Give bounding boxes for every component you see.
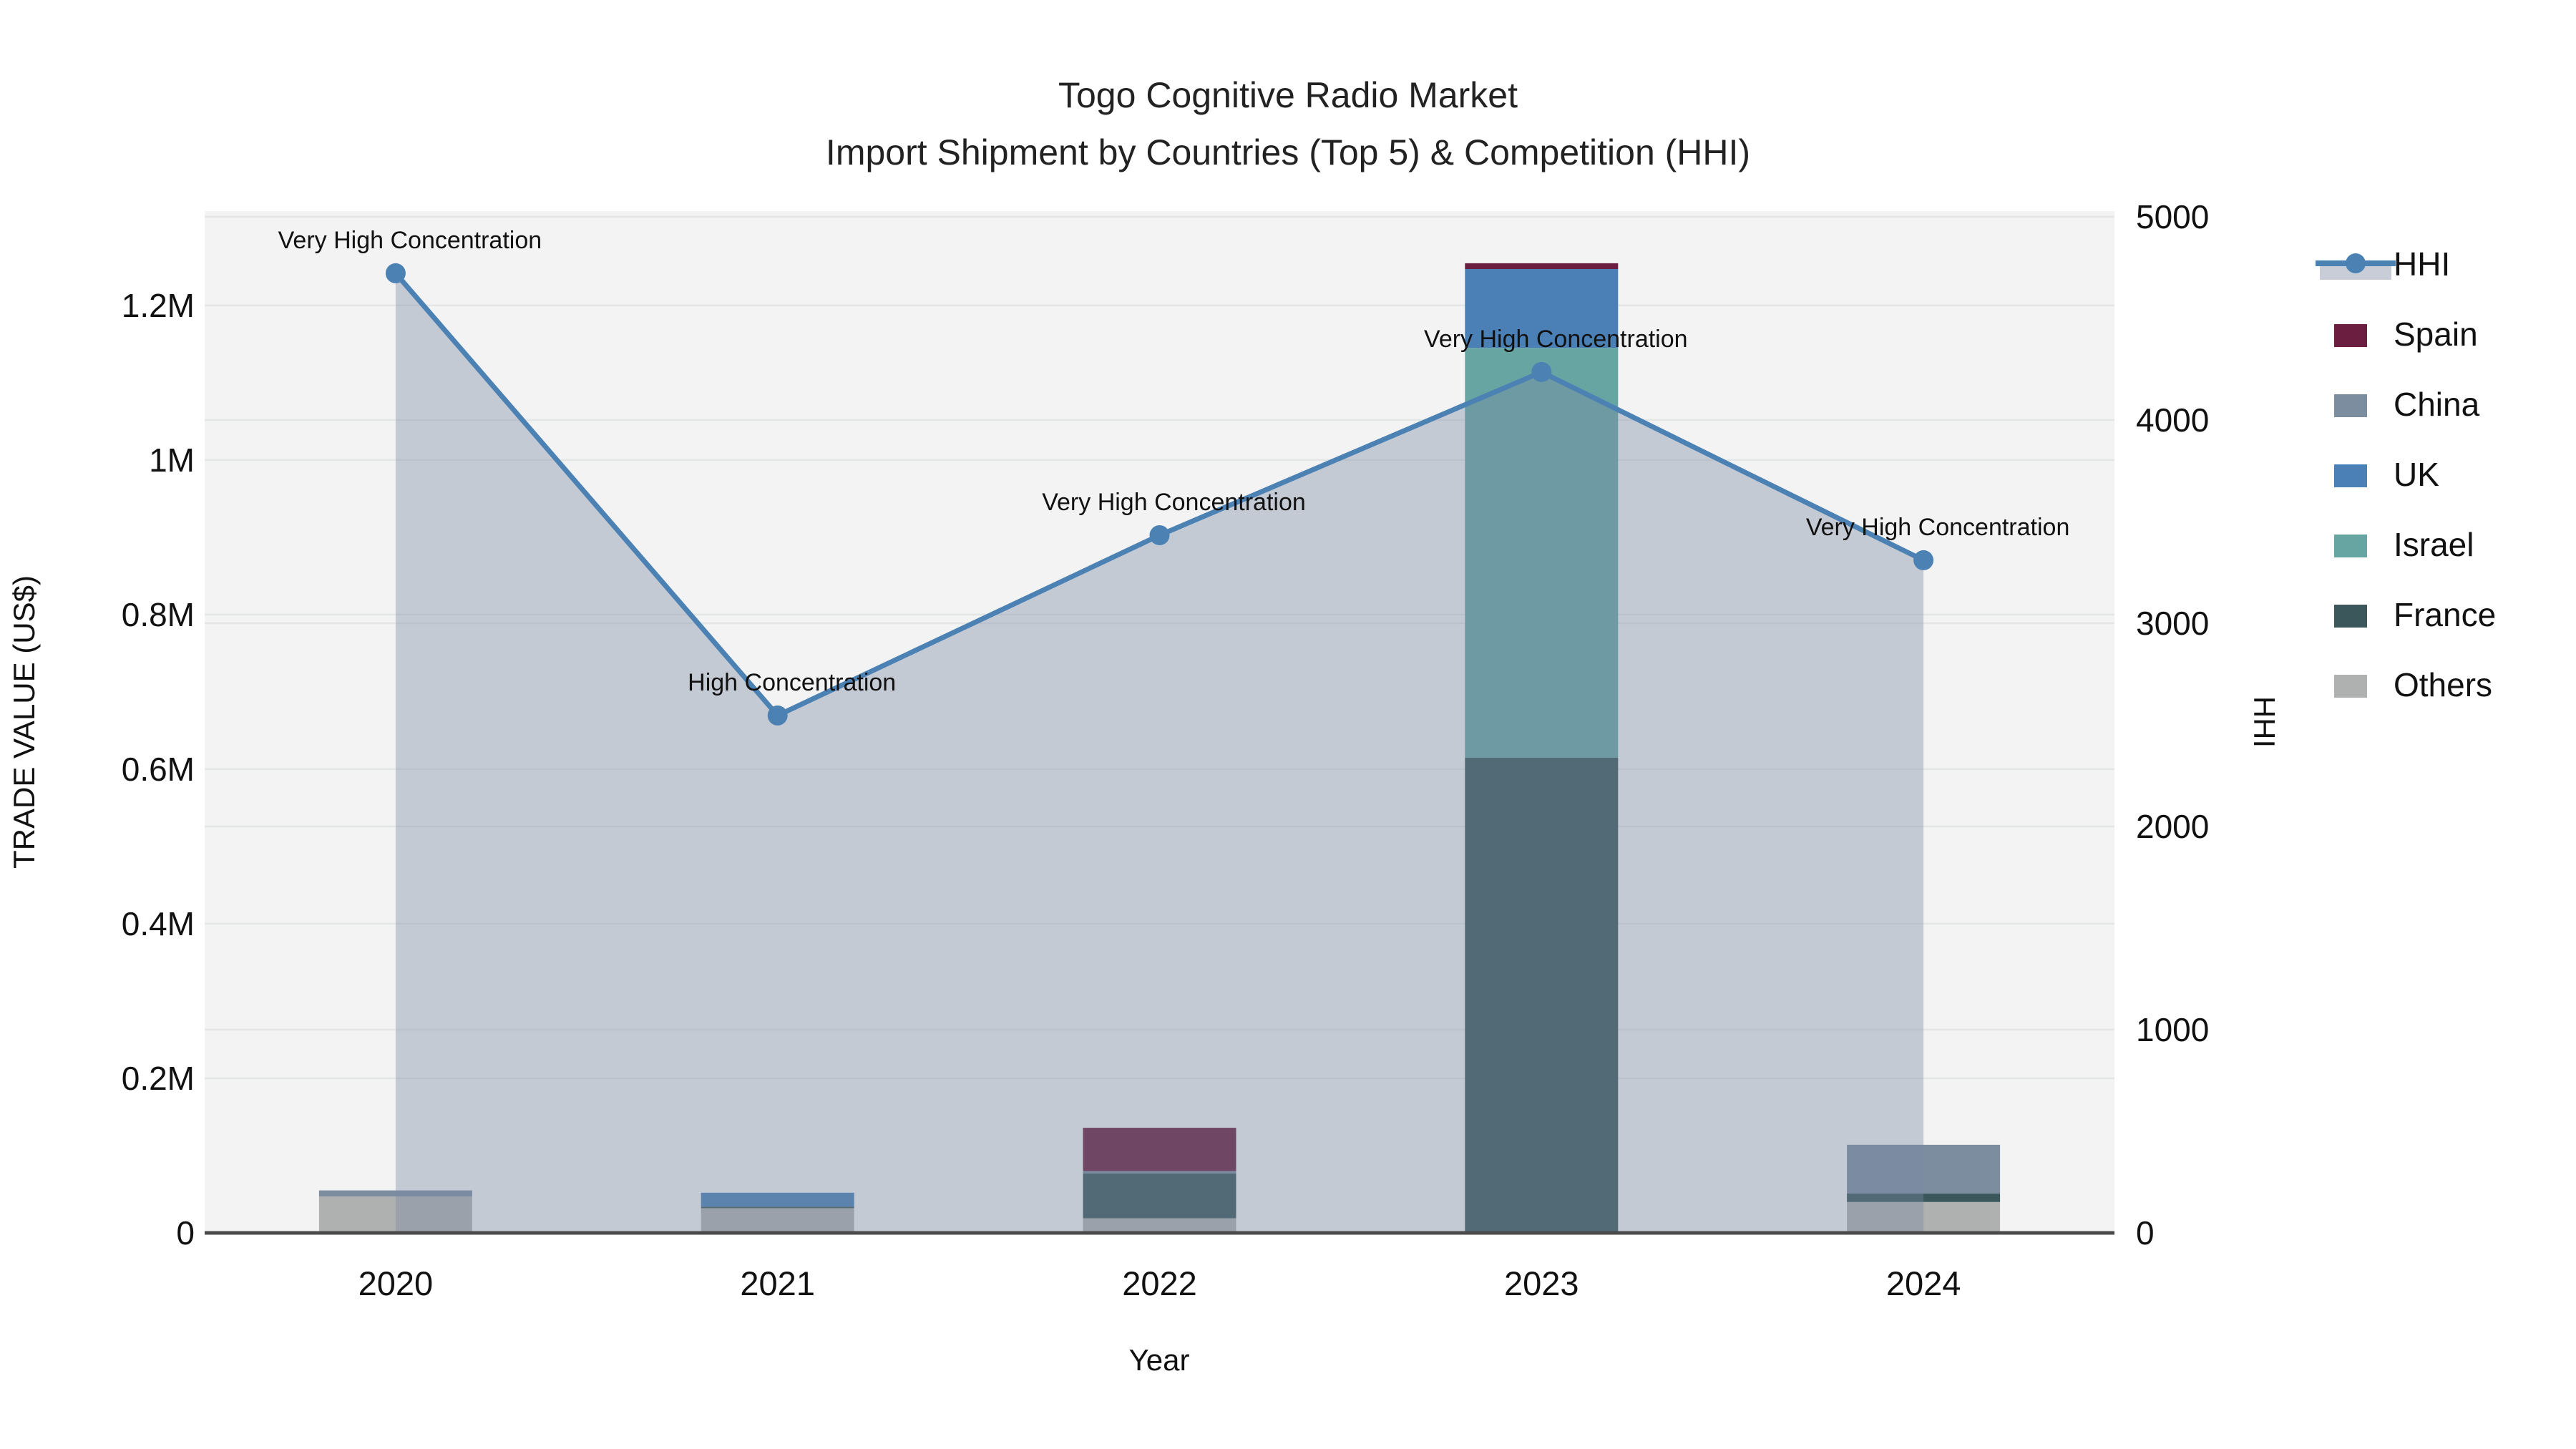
plot-background: [205, 211, 2114, 1233]
bar-layer: [318, 263, 2001, 1233]
legend-label-china: China: [2394, 386, 2480, 423]
hhi-marker-2022[interactable]: [1149, 525, 1170, 545]
legend-item-france[interactable]: France: [2334, 596, 2496, 633]
x-tick-2022: 2022: [1122, 1264, 1197, 1302]
bar-segment-others-2024[interactable]: [1847, 1201, 2001, 1233]
legend: HHI Spain China UK Israel France Others: [2316, 245, 2496, 703]
bar-segment-france-2021[interactable]: [701, 1206, 854, 1209]
y-right-tick-5000: 5000: [2136, 198, 2209, 235]
y-right-tick-2000: 2000: [2136, 808, 2209, 845]
legend-swatch-spain: [2334, 324, 2367, 347]
legend-item-china[interactable]: China: [2334, 386, 2480, 423]
legend-hhi-marker-swatch: [2346, 253, 2366, 273]
annotation-2023: Very High Concentration: [1424, 326, 1688, 353]
chart-title-line2: Import Shipment by Countries (Top 5) & C…: [826, 132, 1750, 172]
legend-swatch-uk: [2334, 464, 2367, 487]
legend-label-uk: UK: [2394, 456, 2439, 493]
y-left-axis-title: TRADE VALUE (US$): [7, 575, 41, 869]
x-tick-2021: 2021: [740, 1264, 815, 1302]
y-left-tick-0.8M: 0.8M: [122, 596, 195, 633]
y-left-tick-1M: 1M: [149, 441, 195, 479]
y-right-tick-0: 0: [2136, 1214, 2155, 1252]
y-right-tick-3000: 3000: [2136, 605, 2209, 642]
x-tick-2020: 2020: [358, 1264, 434, 1302]
y-right-tick-1000: 1000: [2136, 1011, 2209, 1048]
x-tick-2024: 2024: [1886, 1264, 1961, 1302]
y-right-tick-4000: 4000: [2136, 401, 2209, 439]
plot-background-layer: [205, 211, 2114, 1233]
legend-swatch-israel: [2334, 535, 2367, 557]
legend-item-uk[interactable]: UK: [2334, 456, 2439, 493]
hhi-line-layer: [385, 263, 1934, 726]
bar-segment-others-2020[interactable]: [318, 1196, 472, 1233]
legend-label-israel: Israel: [2394, 526, 2474, 563]
legend-swatch-france: [2334, 605, 2367, 628]
legend-label-others: Others: [2394, 666, 2492, 703]
annotation-2021: High Concentration: [688, 669, 896, 696]
annotation-2022: Very High Concentration: [1042, 489, 1306, 516]
x-tick-2023: 2023: [1504, 1264, 1579, 1302]
hhi-marker-2020[interactable]: [385, 263, 406, 283]
bar-segment-spain-2022[interactable]: [1083, 1128, 1236, 1171]
bar-segment-france-2022[interactable]: [1083, 1173, 1236, 1219]
legend-swatch-china: [2334, 394, 2367, 417]
legend-label-hhi: HHI: [2394, 245, 2450, 283]
annotation-layer: Very High Concentration High Concentratio…: [278, 227, 2070, 696]
bar-segment-uk-2023[interactable]: [1465, 269, 1619, 348]
annotation-2020: Very High Concentration: [278, 227, 542, 254]
bar-segment-china-2022[interactable]: [1083, 1171, 1236, 1174]
bar-segment-israel-2023[interactable]: [1465, 348, 1619, 758]
hhi-marker-2021[interactable]: [767, 705, 788, 726]
annotation-2024: Very High Concentration: [1806, 514, 2070, 541]
legend-swatch-others: [2334, 675, 2367, 698]
bar-segment-china-2020[interactable]: [318, 1190, 472, 1197]
x-axis-title: Year: [1129, 1343, 1190, 1377]
y-right-axis-title: HHI: [2248, 696, 2281, 748]
gridline-layer: [205, 215, 2114, 1080]
axis-layer: 0 0.2M 0.4M 0.6M 0.8M 1M 1.2M 0 1000 2000 3000 4000…: [122, 198, 2210, 1302]
hhi-area-fill: [395, 273, 1924, 1233]
bar-segment-france-2023[interactable]: [1465, 757, 1619, 1233]
legend-label-france: France: [2394, 596, 2496, 633]
y-left-tick-0.6M: 0.6M: [122, 751, 195, 788]
legend-label-spain: Spain: [2394, 316, 2478, 353]
bar-segment-others-2021[interactable]: [701, 1208, 854, 1233]
bar-segment-others-2022[interactable]: [1083, 1218, 1236, 1233]
y-left-tick-0.4M: 0.4M: [122, 905, 195, 942]
chart-title-line1: Togo Cognitive Radio Market: [1058, 75, 1518, 115]
bar-segment-france-2024[interactable]: [1847, 1193, 2001, 1202]
legend-item-others[interactable]: Others: [2334, 666, 2492, 703]
y-left-tick-0: 0: [176, 1214, 195, 1252]
bar-segment-china-2024[interactable]: [1847, 1144, 2001, 1194]
hhi-area-layer: [395, 273, 1924, 1233]
hhi-marker-2024[interactable]: [1913, 550, 1934, 570]
bar-segment-spain-2023[interactable]: [1465, 263, 1619, 270]
hhi-marker-2023[interactable]: [1531, 361, 1552, 382]
bar-segment-uk-2021[interactable]: [701, 1192, 854, 1207]
legend-item-israel[interactable]: Israel: [2334, 526, 2474, 563]
y-left-tick-1.2M: 1.2M: [122, 287, 195, 324]
legend-item-spain[interactable]: Spain: [2334, 316, 2478, 353]
y-left-tick-0.2M: 0.2M: [122, 1060, 195, 1097]
legend-item-hhi[interactable]: HHI: [2316, 245, 2450, 283]
